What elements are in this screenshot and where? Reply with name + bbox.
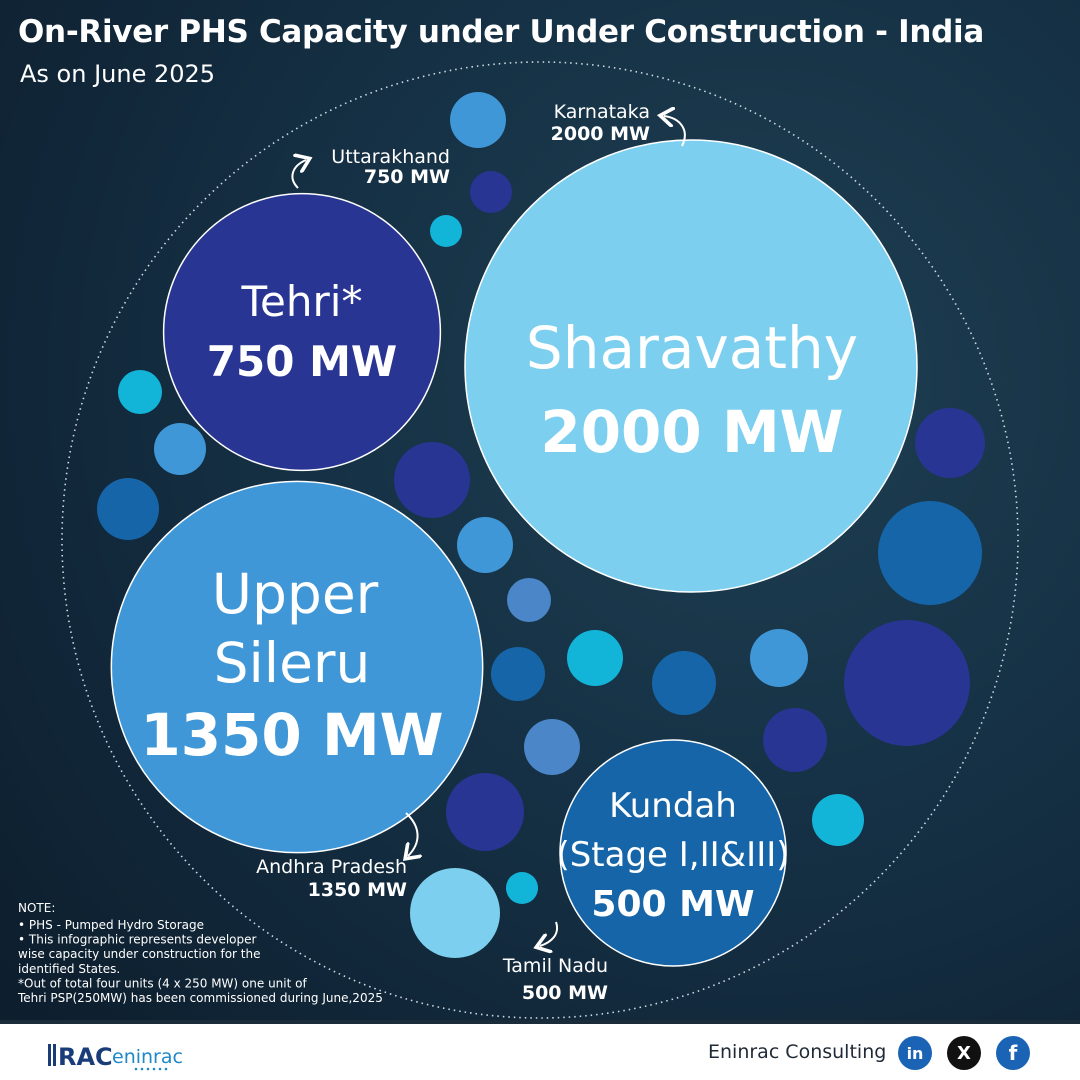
state-capacity: 750 MW (364, 166, 450, 188)
note-line: wise capacity under construction for the (18, 947, 260, 961)
note-line: Tehri PSP(250MW) has been commissioned d… (17, 991, 383, 1005)
project-name: Tehri* (241, 277, 363, 326)
project-name: Sileru (214, 631, 371, 695)
decorative-bubble (915, 408, 985, 478)
project-capacity: 500 MW (591, 884, 754, 925)
state-arrow (540, 921, 558, 946)
outer-dotted-ring (61, 61, 1019, 1019)
note-line: *Out of total four units (4 x 250 MW) on… (18, 976, 307, 990)
project-bubble (110, 480, 484, 854)
project-capacity: 750 MW (207, 337, 397, 386)
decorative-bubble (763, 708, 827, 772)
linkedin-icon[interactable]: in (898, 1036, 932, 1070)
project-name: Kundah (609, 786, 737, 826)
decorative-bubble (450, 92, 506, 148)
note-line: • PHS - Pumped Hydro Storage (18, 918, 204, 932)
decorative-bubble (430, 215, 462, 247)
decorative-bubble (878, 501, 982, 605)
project-name: Upper (212, 562, 379, 626)
decorative-bubble (491, 647, 545, 701)
note-heading: NOTE: (18, 901, 55, 915)
project-bubble (559, 739, 787, 967)
decorative-bubble (812, 794, 864, 846)
page-title: On-River PHS Capacity under Under Constr… (18, 14, 984, 50)
svg-text:eninrac: eninrac (112, 1046, 183, 1068)
decorative-bubble (446, 773, 524, 851)
decorative-bubble (154, 423, 206, 475)
decorative-bubble (506, 872, 538, 904)
state-capacity: 500 MW (522, 982, 608, 1004)
decorative-bubble (97, 478, 159, 540)
note-line: identified States. (18, 962, 120, 976)
state-arrow (291, 160, 306, 189)
project-bubbles: Tehri* 750 MW Sharavathy 2000 MW UpperSileru… (110, 139, 918, 967)
state-arrow (664, 116, 686, 147)
svg-text:RAC: RAC (58, 1043, 113, 1071)
decorative-bubble (524, 719, 580, 775)
page-subtitle: As on June 2025 (20, 60, 216, 88)
decorative-bubble (844, 620, 970, 746)
decorative-bubble (652, 651, 716, 715)
project-bubble (162, 192, 442, 472)
project-bubble (464, 139, 918, 593)
decorative-bubble (567, 630, 623, 686)
brand-name: Eninrac Consulting (708, 1041, 887, 1063)
bubble-chart: Tehri* 750 MW Sharavathy 2000 MW UpperSileru… (17, 61, 1019, 1019)
state-name: Andhra Pradesh (256, 856, 407, 878)
state-capacity: 2000 MW (551, 123, 650, 145)
notes: NOTE: • PHS - Pumped Hydro Storage• This … (17, 901, 383, 1005)
decorative-bubble (507, 578, 551, 622)
decorative-bubble (470, 171, 512, 213)
eninrac-logo: RAC eninrac (48, 1043, 183, 1071)
x-icon[interactable]: X (947, 1036, 981, 1070)
decorative-bubbles (97, 92, 985, 958)
project-name: (Stage I,II&III) (556, 835, 789, 875)
decorative-bubble (118, 370, 162, 414)
state-name: Tamil Nadu (502, 955, 608, 977)
project-name: Sharavathy (526, 314, 858, 382)
state-name: Uttarakhand (331, 146, 450, 168)
project-capacity: 1350 MW (140, 701, 443, 769)
decorative-bubble (750, 629, 808, 687)
project-capacity: 2000 MW (540, 398, 843, 466)
note-line: • This infographic represents developer (18, 933, 257, 947)
decorative-bubble (410, 868, 500, 958)
state-arrows (291, 116, 686, 946)
state-capacity: 1350 MW (308, 879, 407, 901)
footer-bar: RAC eninrac Eninrac Consulting in X f (0, 1020, 1080, 1080)
decorative-bubble (394, 442, 470, 518)
state-arrow (406, 812, 418, 856)
decorative-bubble (457, 517, 513, 573)
facebook-icon[interactable]: f (996, 1036, 1030, 1070)
state-name: Karnataka (554, 101, 650, 123)
